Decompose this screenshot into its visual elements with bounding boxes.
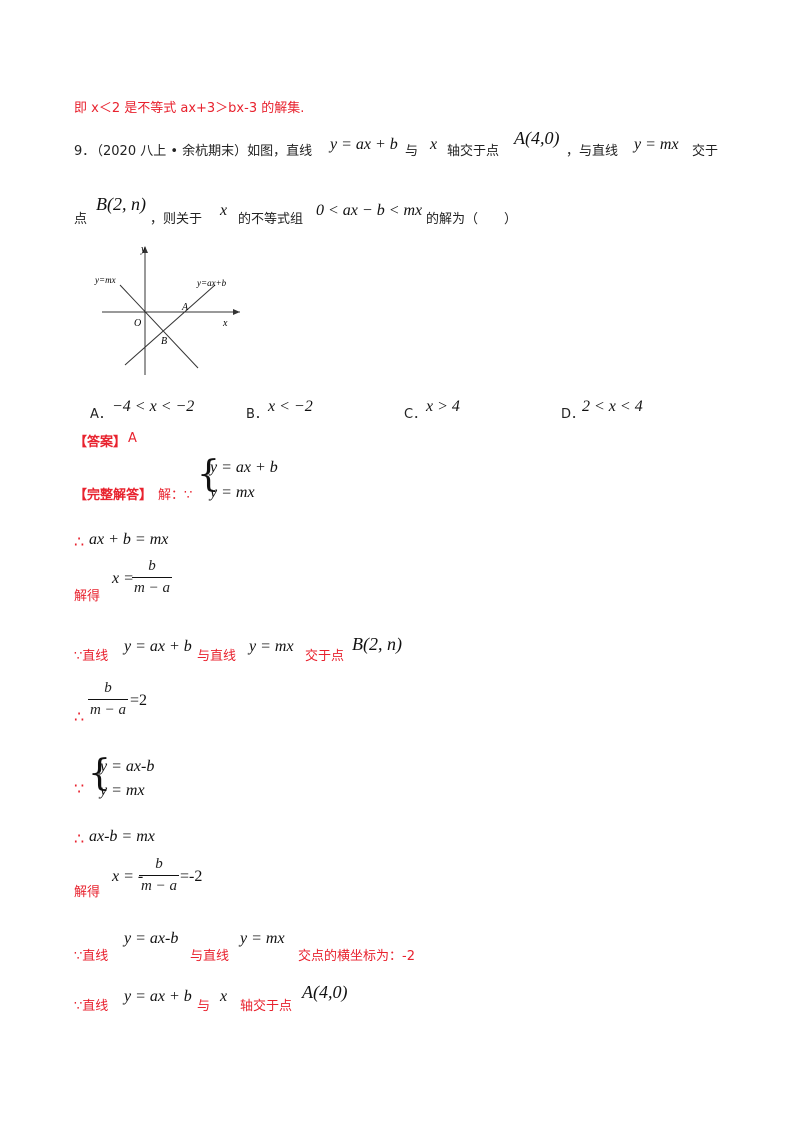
line2-eq-b: y = mx [240,930,285,947]
line3-eq: y = ax-b [124,930,179,947]
x-equals-2: x = - [112,868,144,885]
fraction-3-den: m − a [141,878,177,894]
step2-equation: ax-b = mx [89,828,155,845]
solve-label-1: 解得 [74,589,101,604]
line2-eq: y = mx [249,638,294,655]
system-brace-2: { [88,753,111,794]
equals-minus-two: =-2 [180,868,203,885]
text-inequality-system: 的不等式组 [238,212,304,227]
x-variable-3: x [220,988,228,1005]
text-about: ，则关于 [150,212,203,227]
inequality: 0 < ax − b < mx [316,202,423,219]
point-b: B(2, n) [96,194,146,214]
with-line-2: 与直线 [190,949,230,964]
question-source: （2020 八上 • 余杭期末）如图，直线 [90,144,313,159]
text-point: 点 [74,212,88,227]
line-y-axb [124,284,216,366]
label-y: y [140,244,146,255]
point-a-solution: A(4,0) [302,982,348,1002]
equation-line-1: y = ax + b [330,136,398,153]
solve-label-2: 解得 [74,885,101,900]
system-brace-1: { [197,454,220,495]
solution-because: 解：∵ [158,488,193,503]
label-a: A [181,302,189,313]
label-ymx: y=mx [94,275,116,285]
option-d-expr: 2 < x < 4 [582,398,643,415]
intersect-at-1: 交于点 [305,649,345,664]
system1-eq1: y = ax + b [210,459,278,476]
option-c-expr: x > 4 [426,398,460,415]
y-axis-arrow [142,246,148,253]
text-solution-is: 的解为（ ） [426,212,518,227]
intersection-abscissa: 交点的横坐标为：-2 [298,949,415,964]
fraction-2-num: b [104,680,112,696]
system2-eq2: y = mx [100,782,145,799]
axis-intersect-text: 轴交于点 [240,999,293,1014]
question-number: 9． [74,144,96,159]
x-variable: x [430,136,438,153]
system1-eq2: y = mx [210,484,255,501]
answer-label: 【答案】 [74,435,127,450]
fraction-1: b m − a [132,558,172,597]
fraction-1-den: m − a [134,580,170,596]
x-equals-1: x = [112,570,134,587]
option-b-letter: B． [246,407,268,422]
option-c-letter: C． [404,407,427,422]
text-yu-2: 与 [197,999,211,1014]
text-yu: 与 [405,144,419,159]
fraction-3: b m − a [139,856,179,895]
line-y-mx [119,284,199,369]
text-with-line: ，与直线 [566,144,619,159]
point-b-solution: B(2, n) [352,634,402,654]
fraction-3-num: b [155,856,163,872]
fraction-1-num: b [148,558,156,574]
line1-eq: y = ax + b [124,638,192,655]
therefore-symbol-2: ∴ [74,709,85,726]
answer-value: A [128,431,137,446]
system2-eq1: y = ax-b [100,758,155,775]
x-variable-2: x [220,202,228,219]
equation-line-2: y = mx [634,136,679,153]
equals-two: =2 [130,692,148,709]
label-yaxb: y=ax+b [196,278,227,288]
label-x: x [222,318,228,329]
option-b-expr: x < −2 [268,398,313,415]
option-d-letter: D． [561,407,585,422]
fraction-2: b m − a [88,680,128,719]
graph-figure: y x y=mx y=ax+b O A B [94,244,240,375]
because-line-3: ∵直线 [74,999,109,1014]
fraction-2-den: m − a [90,702,126,718]
therefore-symbol-1: ∴ [74,534,85,551]
because-symbol-2: ∵ [74,781,85,798]
previous-conclusion: 即 x＜2 是不等式 ax+3＞bx-3 的解集. [74,101,305,116]
text-intersect: 交于 [692,144,719,159]
line1-eq-b: y = ax + b [124,988,192,1005]
option-a-letter: A． [90,407,112,422]
because-line-2: ∵直线 [74,949,109,964]
label-b: B [161,336,167,347]
therefore-symbol-3: ∴ [74,831,85,848]
option-a-expr: −4 < x < −2 [112,398,195,415]
because-line-1: ∵直线 [74,649,109,664]
x-axis-arrow [233,309,240,315]
step1-equation: ax + b = mx [89,531,169,548]
label-origin: O [134,318,141,329]
with-line-1: 与直线 [197,649,237,664]
point-a: A(4,0) [514,128,560,148]
text-axis-intersect: 轴交于点 [447,144,500,159]
solution-label: 【完整解答】 [74,488,153,503]
